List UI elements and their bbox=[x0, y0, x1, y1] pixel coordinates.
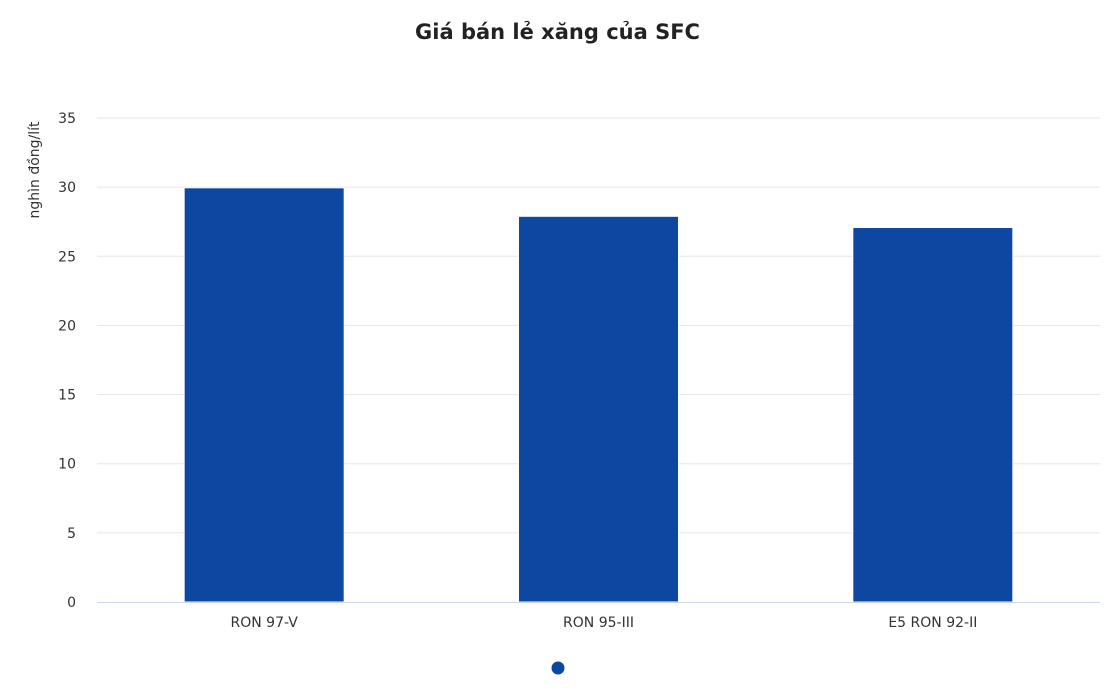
legend-marker[interactable] bbox=[551, 661, 565, 675]
y-tick-label: 35 bbox=[58, 111, 76, 127]
y-tick-label: 0 bbox=[67, 595, 76, 611]
y-tick-label: 10 bbox=[58, 457, 76, 473]
y-tick-label: 30 bbox=[58, 180, 76, 196]
bar[interactable] bbox=[852, 227, 1014, 603]
y-axis-ticks: 0 5 10 15 20 25 30 35 bbox=[58, 111, 76, 611]
y-tick-label: 25 bbox=[58, 249, 76, 265]
y-tick-label: 5 bbox=[67, 526, 76, 542]
chart-title: Giá bán lẻ xăng của SFC bbox=[415, 20, 700, 44]
bars bbox=[183, 187, 1014, 603]
bar[interactable] bbox=[183, 187, 345, 603]
y-axis-title: nghìn đồng/lít bbox=[26, 121, 43, 219]
y-tick-label: 20 bbox=[58, 318, 76, 334]
x-tick-label: E5 RON 92-II bbox=[888, 615, 977, 631]
x-axis-ticks: RON 97-V RON 95-III E5 RON 92-II bbox=[231, 615, 978, 631]
y-tick-label: 15 bbox=[58, 388, 76, 404]
x-tick-label: RON 97-V bbox=[231, 615, 299, 631]
x-tick-label: RON 95-III bbox=[563, 615, 634, 631]
bar[interactable] bbox=[518, 215, 679, 603]
